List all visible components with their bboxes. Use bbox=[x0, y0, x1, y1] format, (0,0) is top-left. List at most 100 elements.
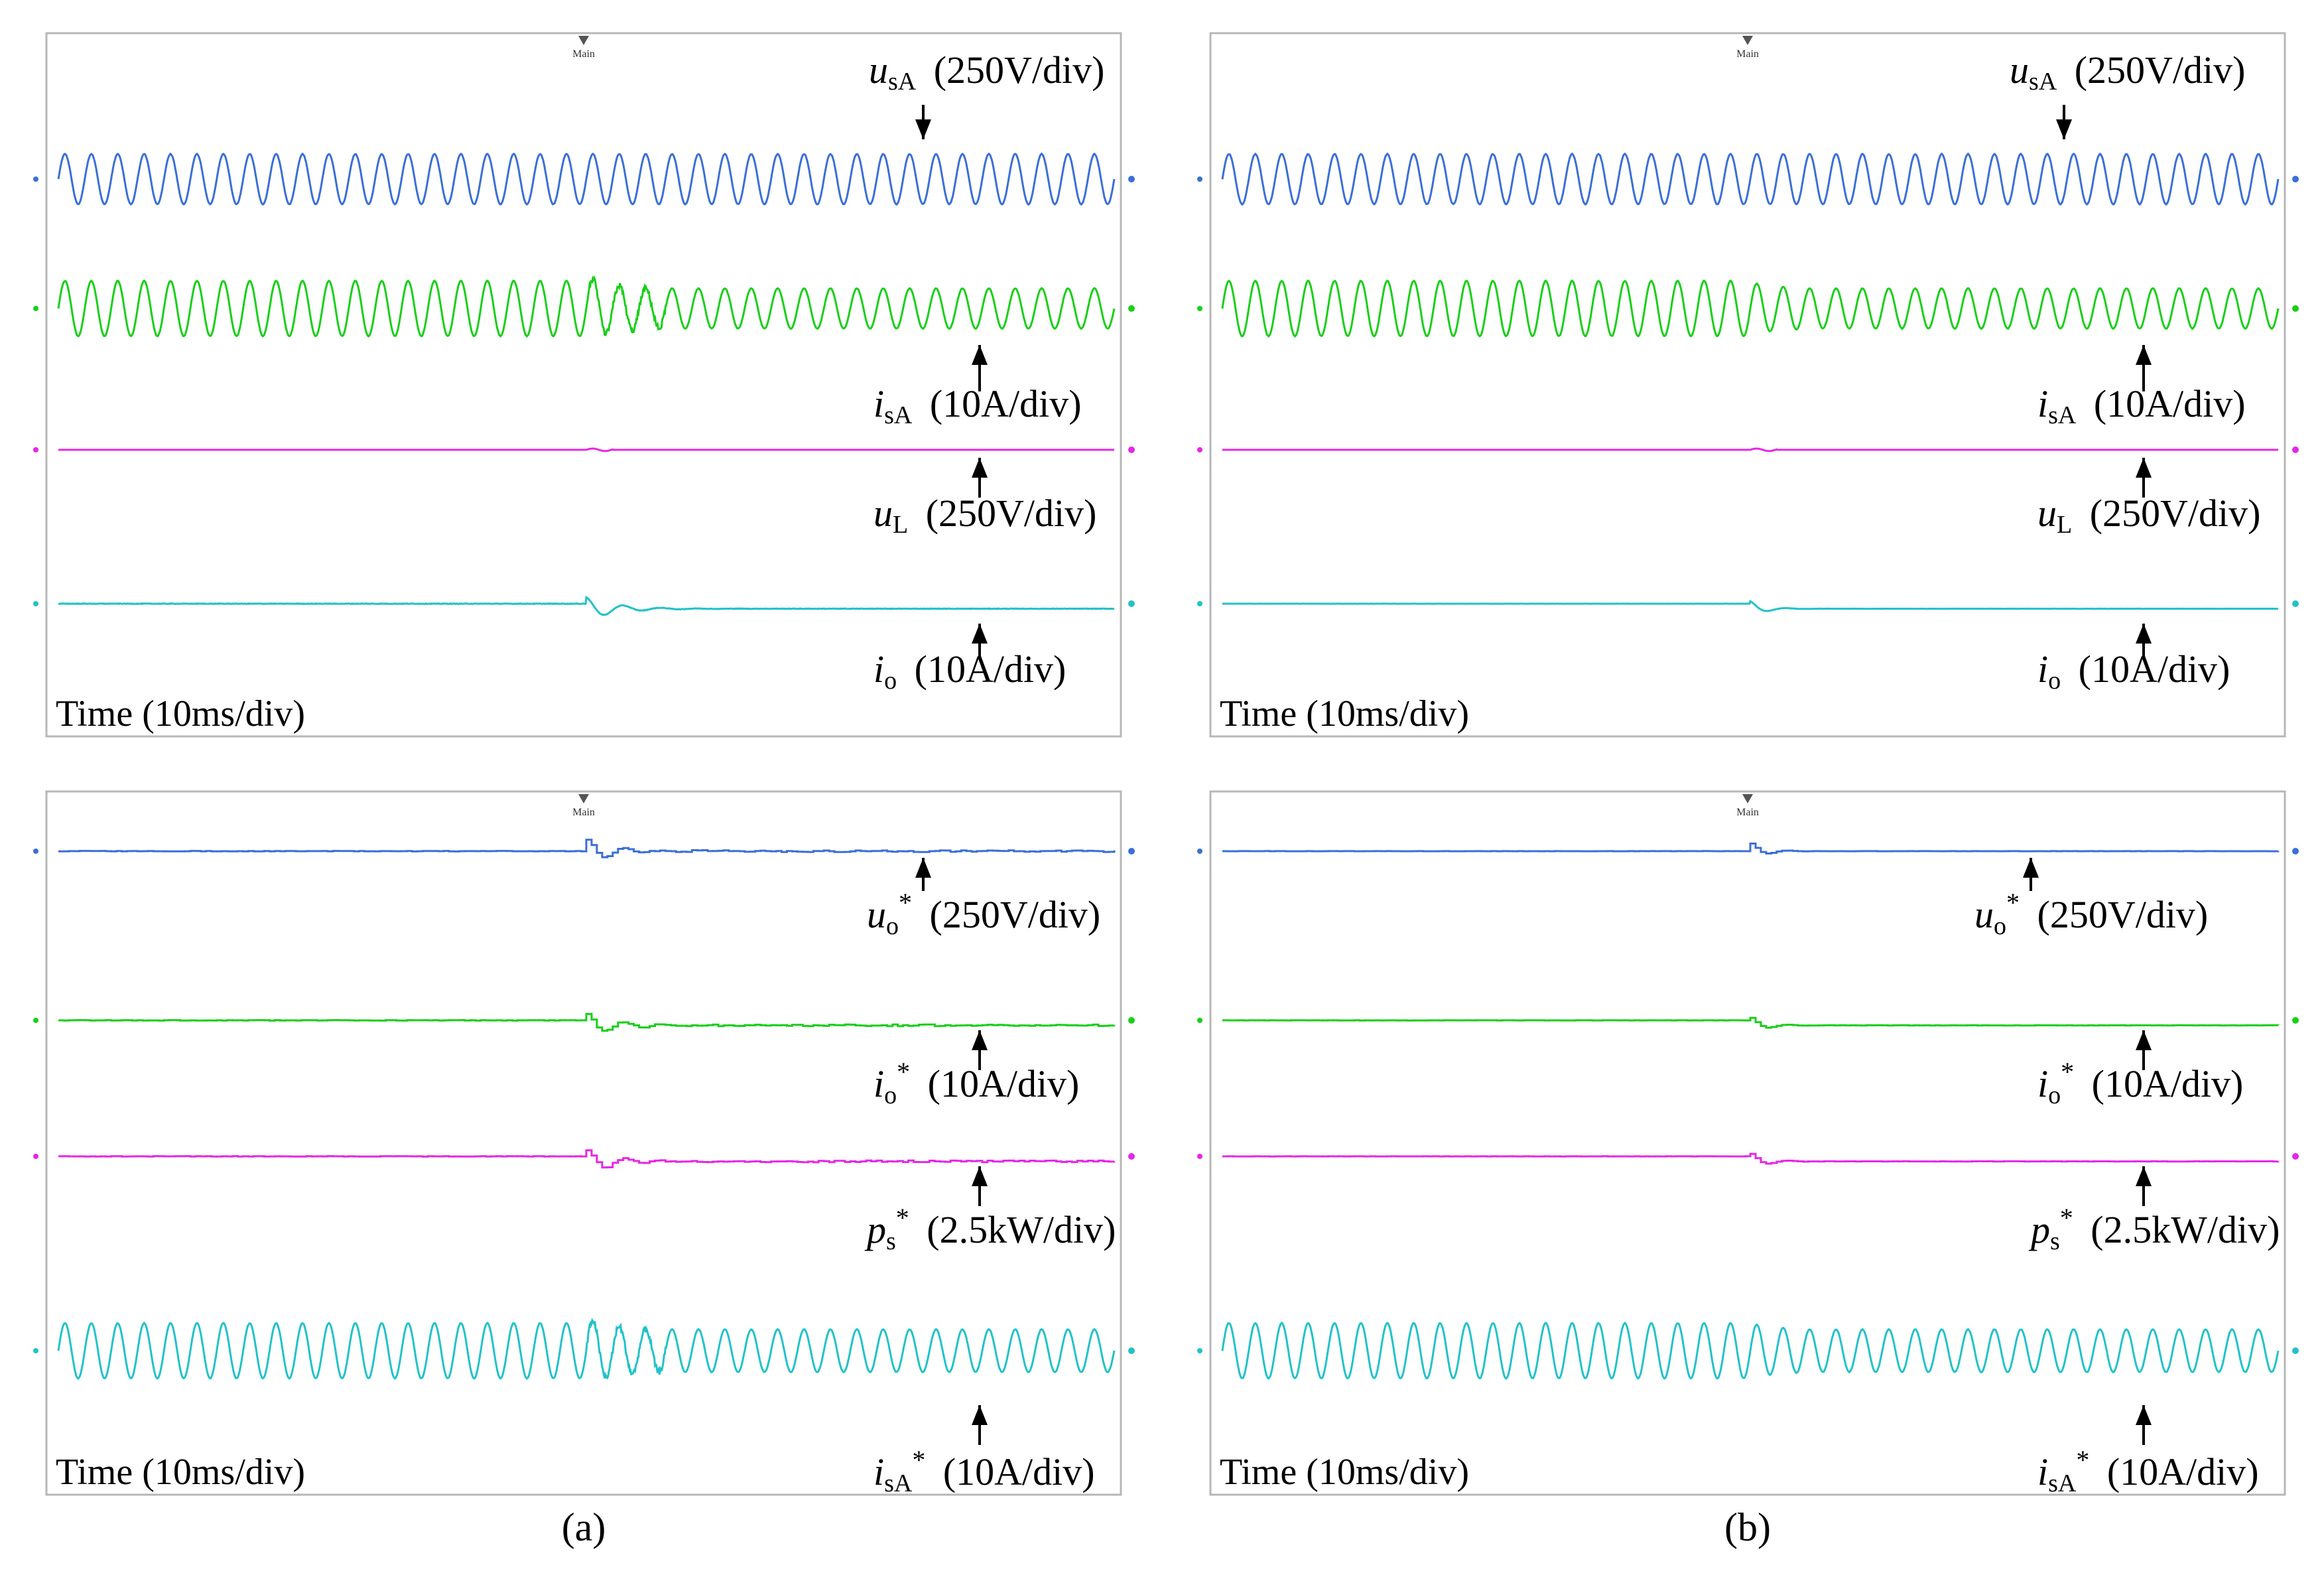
series-label-uo-a-bottom: uo* (250V/div) bbox=[867, 888, 1100, 940]
channel-offset-marker bbox=[33, 1154, 38, 1159]
series-label-io-b-top: io (10A/div) bbox=[2037, 648, 2230, 695]
label-subscript: L bbox=[2057, 511, 2072, 539]
trace-usA-a-top bbox=[57, 152, 1116, 206]
channel-end-marker bbox=[1128, 305, 1135, 312]
label-symbol: i bbox=[2037, 382, 2048, 425]
arrow-uL-head bbox=[972, 458, 988, 478]
label-symbol: u bbox=[2037, 492, 2057, 535]
trace-isA-a-top bbox=[57, 275, 1116, 338]
channel-offset-marker bbox=[1197, 601, 1202, 606]
label-scale: (10A/div) bbox=[2082, 1062, 2243, 1105]
channel-end-marker bbox=[1128, 1017, 1135, 1024]
channel-end-marker bbox=[2292, 446, 2299, 453]
series-label-usA-a-top: usA (250V/div) bbox=[869, 48, 1104, 96]
scope-panel-b-top: Main usA (250V/div)isA (10A/div)uL (250V/… bbox=[1197, 32, 2299, 738]
trace-usA-b-top bbox=[1221, 152, 2280, 206]
channel-end-marker bbox=[2292, 176, 2299, 182]
channel-end-marker bbox=[2292, 600, 2299, 607]
arrow-uo-head bbox=[2023, 858, 2039, 878]
label-symbol: p bbox=[2028, 1208, 2050, 1251]
label-subscript: o bbox=[886, 912, 899, 940]
panel-frame bbox=[45, 32, 1122, 738]
series-label-io-a-top: io (10A/div) bbox=[873, 648, 1066, 695]
time-axis-label: Time (10ms/div) bbox=[56, 693, 305, 734]
label-symbol: u bbox=[2010, 48, 2029, 92]
arrow-ps-head bbox=[972, 1166, 988, 1186]
trigger-marker-icon bbox=[1742, 36, 1753, 45]
label-symbol: i bbox=[873, 648, 884, 691]
trace-io-b-top bbox=[1222, 600, 2279, 612]
label-subscript: sA bbox=[2048, 401, 2077, 429]
series-label-isA-a-bottom: isA* (10A/div) bbox=[873, 1445, 1095, 1497]
arrow-isA-head bbox=[2136, 345, 2152, 365]
time-axis-label: Time (10ms/div) bbox=[56, 1452, 305, 1493]
label-scale: (10A/div) bbox=[2084, 382, 2245, 425]
label-scale: (250V/div) bbox=[2080, 492, 2260, 535]
trigger-marker-icon bbox=[1742, 794, 1753, 803]
label-scale: (10A/div) bbox=[918, 1062, 1079, 1105]
label-symbol: u bbox=[1974, 893, 1994, 936]
panel-frame bbox=[1209, 790, 2286, 1496]
series-label-io-a-bottom: io* (10A/div) bbox=[873, 1057, 1079, 1109]
trace-uo-a-bottom bbox=[58, 839, 1116, 858]
trace-isA-b-bottom bbox=[1221, 1322, 2280, 1381]
panel-frame bbox=[1209, 32, 2286, 738]
label-subscript: s bbox=[2050, 1227, 2060, 1255]
arrow-io-head bbox=[972, 624, 988, 644]
label-scale: (250V/div) bbox=[920, 893, 1100, 936]
label-symbol: i bbox=[2037, 1450, 2048, 1493]
channel-offset-marker bbox=[1197, 1018, 1202, 1023]
trace-uo-b-bottom bbox=[1222, 843, 2280, 854]
trace-ps-b-bottom bbox=[1222, 1152, 2280, 1165]
series-label-ps-b-bottom: ps* (2.5kW/div) bbox=[2028, 1203, 2280, 1255]
arrow-ps-head bbox=[2136, 1166, 2152, 1186]
panel-frame bbox=[45, 790, 1122, 1496]
label-scale: (2.5kW/div) bbox=[917, 1208, 1116, 1251]
series-label-isA-b-bottom: isA* (10A/div) bbox=[2037, 1445, 2259, 1497]
channel-end-marker bbox=[2292, 305, 2299, 312]
label-subscript: L bbox=[893, 511, 908, 539]
scope-panel-a-top: Main usA (250V/div)isA (10A/div)uL (250V/… bbox=[33, 32, 1135, 738]
label-subscript: sA bbox=[884, 401, 913, 429]
channel-end-marker bbox=[2292, 1017, 2299, 1024]
arrow-io-head bbox=[2136, 624, 2152, 644]
channel-end-marker bbox=[2292, 848, 2299, 854]
trace-uL-a-top bbox=[58, 447, 1114, 452]
trigger-marker-label: Main bbox=[572, 807, 595, 818]
trace-isA-a-bottom bbox=[57, 1318, 1116, 1381]
trace-io-b-bottom bbox=[1222, 1016, 2280, 1029]
label-scale: (10A/div) bbox=[2097, 1450, 2258, 1493]
label-symbol: i bbox=[873, 382, 884, 425]
series-label-isA-b-top: isA (10A/div) bbox=[2037, 382, 2246, 429]
series-label-isA-a-top: isA (10A/div) bbox=[873, 382, 1082, 429]
scope-panel-a-bottom: Main uo* (250V/div) io* (10A/div) ps* (2.5k… bbox=[33, 790, 1135, 1497]
trigger-marker-icon bbox=[578, 794, 589, 803]
label-subscript: sA bbox=[888, 68, 917, 96]
label-symbol: u bbox=[867, 893, 886, 936]
label-superscript: * bbox=[896, 1203, 909, 1233]
channel-offset-marker bbox=[1197, 1154, 1202, 1159]
arrow-isA-head bbox=[972, 345, 988, 365]
trace-io-a-top bbox=[58, 595, 1115, 616]
label-symbol: p bbox=[864, 1208, 886, 1251]
trace-ps-a-bottom bbox=[58, 1149, 1116, 1169]
arrow-io-head bbox=[2136, 1030, 2152, 1050]
channel-end-marker bbox=[1128, 176, 1135, 182]
label-scale: (10A/div) bbox=[2069, 648, 2230, 691]
arrow-usA-head bbox=[915, 119, 931, 139]
label-superscript: * bbox=[2076, 1445, 2089, 1475]
label-scale: (10A/div) bbox=[920, 382, 1081, 425]
channel-offset-marker bbox=[33, 849, 38, 854]
label-scale: (250V/div) bbox=[916, 492, 1096, 535]
series-label-uo-b-bottom: uo* (250V/div) bbox=[1974, 888, 2208, 940]
label-symbol: i bbox=[873, 1062, 884, 1105]
label-subscript: s bbox=[886, 1227, 896, 1255]
channel-offset-marker bbox=[1197, 306, 1202, 311]
label-scale: (250V/div) bbox=[2028, 893, 2208, 936]
time-axis-label: Time (10ms/div) bbox=[1220, 693, 1469, 734]
label-scale: (250V/div) bbox=[2065, 48, 2245, 92]
trace-io-a-bottom bbox=[58, 1012, 1116, 1032]
label-subscript: o bbox=[884, 667, 897, 695]
